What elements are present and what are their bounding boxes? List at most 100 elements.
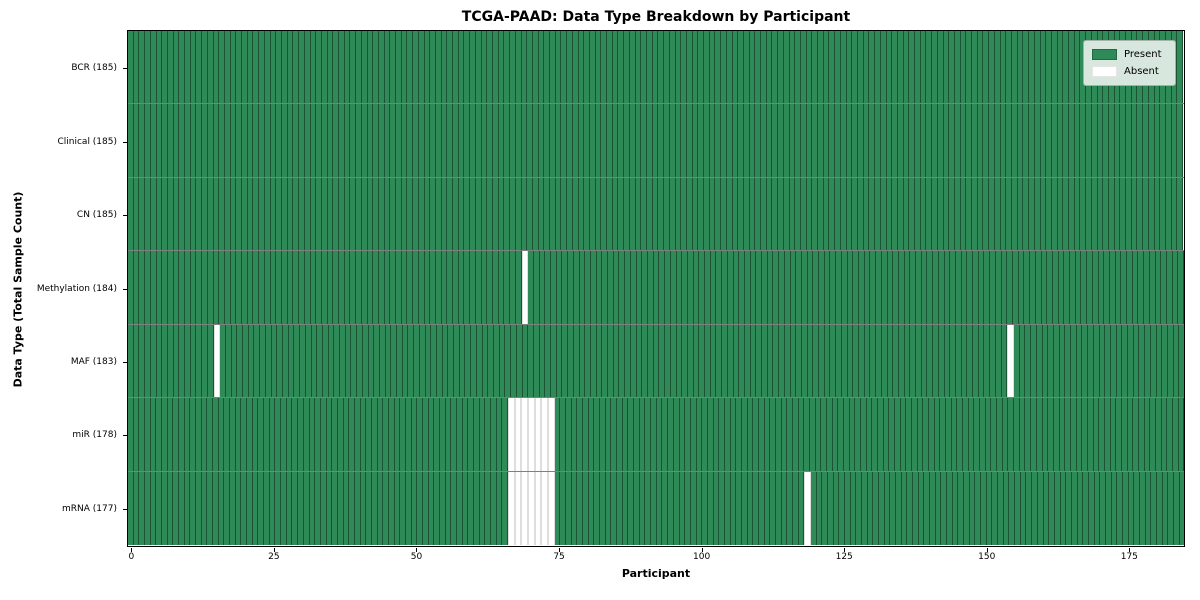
present-cell-Methylation-165 [1070, 251, 1076, 324]
present-cell-Methylation-161 [1047, 251, 1053, 324]
present-cell-MAF-39 [351, 324, 358, 398]
present-cell-CN-22 [253, 177, 260, 251]
present-cell-Methylation-17 [224, 251, 231, 324]
present-cell-CN-146 [960, 177, 967, 251]
present-cell-CN-132 [880, 177, 887, 251]
x-tick-mark-150 [986, 547, 988, 552]
present-cell-Methylation-38 [344, 251, 351, 324]
present-cell-MAF-69 [522, 324, 529, 398]
present-cell-Clinical-114 [778, 104, 784, 177]
present-cell-CN-119 [806, 177, 813, 251]
present-cell-Methylation-95 [670, 251, 677, 324]
present-cell-Methylation-61 [475, 251, 482, 324]
present-cell-Methylation-162 [1052, 251, 1059, 324]
present-cell-MAF-122 [824, 324, 831, 398]
present-cell-mRNA-77 [571, 471, 578, 545]
present-cell-Clinical-87 [624, 104, 630, 177]
present-cell-BCR-135 [897, 31, 904, 104]
present-cell-MAF-64 [494, 324, 500, 398]
present-cell-mRNA-20 [241, 471, 248, 545]
present-cell-CN-118 [800, 177, 807, 251]
present-cell-mRNA-30 [298, 471, 304, 545]
present-cell-CN-78 [572, 177, 579, 251]
present-cell-CN-106 [732, 177, 739, 251]
present-cell-MAF-111 [762, 324, 768, 398]
present-cell-miR-124 [838, 398, 844, 471]
present-cell-CN-96 [675, 177, 682, 251]
present-cell-Clinical-62 [481, 104, 488, 177]
present-cell-BCR-1 [133, 31, 140, 104]
present-cell-MAF-120 [813, 324, 820, 398]
present-cell-BCR-83 [601, 31, 608, 104]
present-cell-Clinical-150 [983, 104, 990, 177]
present-cell-miR-150 [985, 398, 992, 471]
present-cell-Clinical-164 [1063, 104, 1070, 177]
present-cell-Clinical-35 [327, 104, 334, 177]
present-cell-Clinical-9 [179, 104, 186, 177]
present-cell-BCR-105 [726, 31, 733, 104]
present-cell-MAF-133 [887, 324, 894, 398]
present-cell-Methylation-1 [133, 251, 140, 324]
present-cell-Methylation-79 [579, 251, 586, 324]
present-cell-mRNA-23 [258, 471, 265, 545]
present-cell-mRNA-57 [451, 471, 457, 545]
present-cell-miR-145 [957, 398, 964, 471]
present-cell-CN-80 [584, 177, 590, 251]
present-cell-CN-71 [532, 177, 539, 251]
present-cell-mRNA-166 [1077, 471, 1084, 545]
present-cell-Methylation-178 [1144, 251, 1150, 324]
present-cell-miR-140 [929, 398, 935, 471]
present-cell-MAF-135 [898, 324, 905, 398]
present-cell-BCR-43 [373, 31, 379, 104]
present-cell-Clinical-96 [675, 104, 682, 177]
present-cell-BCR-123 [829, 31, 836, 104]
present-cell-BCR-41 [361, 31, 368, 104]
present-cell-MAF-70 [528, 324, 534, 398]
present-cell-mRNA-86 [622, 471, 629, 545]
present-cell-mRNA-172 [1111, 471, 1118, 545]
present-cell-Clinical-3 [145, 104, 151, 177]
present-cell-Methylation-43 [373, 251, 379, 324]
present-cell-Clinical-167 [1080, 104, 1087, 177]
present-cell-Methylation-74 [551, 251, 557, 324]
present-cell-Clinical-149 [977, 104, 984, 177]
present-cell-Methylation-50 [413, 251, 419, 324]
present-cell-BCR-104 [721, 31, 727, 104]
present-cell-CN-1 [133, 177, 140, 251]
present-cell-MAF-141 [933, 324, 939, 398]
present-cell-CN-148 [972, 177, 978, 251]
x-tick-mark-0 [131, 547, 133, 552]
present-cell-BCR-91 [646, 31, 653, 104]
present-cell-CN-143 [943, 177, 950, 251]
present-cell-Clinical-90 [641, 104, 647, 177]
present-cell-Methylation-116 [790, 251, 797, 324]
present-cell-Methylation-121 [819, 251, 825, 324]
present-cell-Methylation-174 [1121, 251, 1128, 324]
present-cell-miR-116 [792, 398, 799, 471]
present-cell-mRNA-174 [1122, 471, 1129, 545]
present-cell-mRNA-153 [1003, 471, 1010, 545]
present-cell-Methylation-131 [876, 251, 882, 324]
present-cell-Clinical-154 [1006, 104, 1012, 177]
present-cell-mRNA-147 [969, 471, 976, 545]
present-cell-BCR-125 [840, 31, 847, 104]
present-cell-miR-105 [730, 398, 737, 471]
present-cell-miR-184 [1178, 398, 1184, 471]
present-cell-miR-96 [679, 398, 686, 471]
present-cell-CN-129 [863, 177, 870, 251]
present-cell-BCR-28 [287, 31, 294, 104]
absent-cell-miR-68 [514, 398, 522, 471]
present-cell-Methylation-47 [396, 251, 402, 324]
present-cell-CN-116 [789, 177, 796, 251]
present-cell-MAF-179 [1150, 324, 1157, 398]
present-cell-Methylation-80 [585, 251, 591, 324]
present-cell-miR-20 [241, 398, 248, 471]
present-cell-Methylation-51 [418, 251, 425, 324]
present-cell-miR-2 [139, 398, 146, 471]
present-cell-MAF-77 [568, 324, 574, 398]
present-cell-Clinical-168 [1086, 104, 1092, 177]
present-cell-Clinical-81 [589, 104, 596, 177]
present-cell-CN-2 [139, 177, 146, 251]
present-cell-CN-67 [510, 177, 516, 251]
present-cell-MAF-4 [150, 324, 157, 398]
